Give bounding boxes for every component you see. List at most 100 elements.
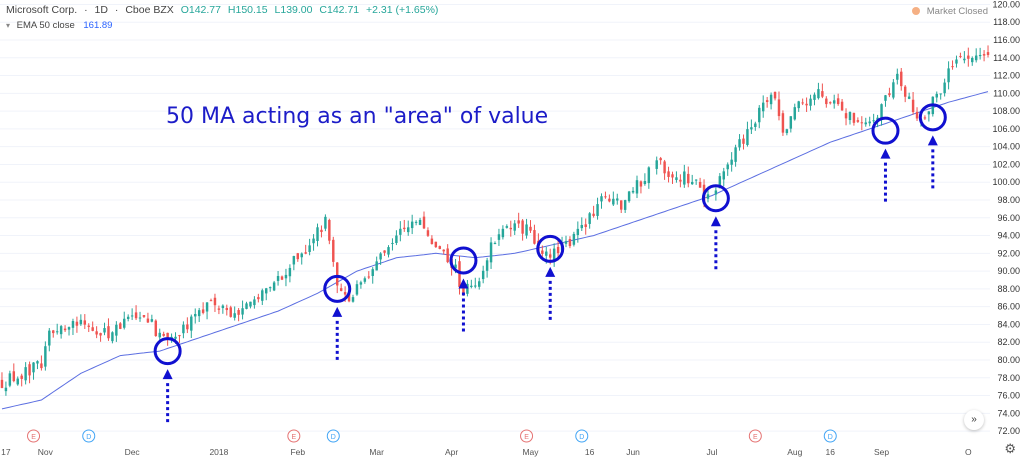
- x-axis[interactable]: 17 Nov Dec 2018 Feb Mar Apr May 16 Jun Jul Aug 16 Sep…: [1, 447, 972, 457]
- candle-body: [718, 176, 722, 189]
- candle-body: [750, 127, 753, 130]
- candle-body: [343, 292, 347, 295]
- y-tick-label: 94.00: [997, 231, 1020, 241]
- x-tick-label: Sep: [874, 447, 889, 457]
- candle: [947, 61, 950, 90]
- event-D-marker: [326, 429, 340, 443]
- candle: [418, 217, 422, 226]
- ema-50-line: [1, 91, 989, 410]
- candle-body: [840, 101, 844, 111]
- candle-body: [619, 200, 623, 210]
- candle-body: [959, 55, 962, 57]
- candle-body: [178, 335, 181, 337]
- candle: [201, 302, 205, 315]
- candle-body: [288, 267, 292, 277]
- candle: [197, 307, 201, 322]
- candle-body: [793, 107, 796, 120]
- candle: [95, 326, 98, 339]
- market-closed-dot-icon: [912, 7, 921, 15]
- candle: [616, 193, 619, 205]
- symbol-name[interactable]: Microsoft Corp.: [6, 4, 78, 16]
- candle: [225, 304, 229, 316]
- candle: [552, 243, 556, 267]
- candle-body: [474, 285, 477, 287]
- candle: [20, 373, 23, 387]
- candle: [474, 277, 477, 289]
- event-E-marker: [520, 429, 534, 443]
- candle-body: [608, 198, 611, 202]
- up-arrow-head: [545, 266, 556, 277]
- candle: [67, 326, 71, 336]
- candle-body: [986, 52, 990, 55]
- candle-body: [832, 100, 836, 104]
- candle-body: [734, 147, 737, 162]
- touch-circle: [536, 234, 565, 263]
- chevron-down-icon[interactable]: ▾: [6, 21, 11, 30]
- candle-body: [339, 288, 343, 291]
- candle-body: [36, 361, 39, 364]
- candle: [856, 117, 860, 123]
- candle: [915, 107, 919, 121]
- candle-body: [639, 181, 643, 187]
- interval[interactable]: 1D: [94, 4, 108, 16]
- candle-body: [679, 179, 682, 182]
- event-D-label: D: [331, 434, 336, 441]
- close-value: C142.71: [319, 4, 360, 16]
- candle: [36, 360, 39, 370]
- candle: [28, 361, 31, 384]
- candle-body: [485, 260, 489, 271]
- candle: [387, 245, 390, 258]
- candle: [257, 293, 260, 303]
- candle: [44, 341, 47, 371]
- candle-body: [517, 220, 520, 224]
- touch-circle: [918, 103, 947, 132]
- x-tick-label: Dec: [125, 447, 141, 457]
- candle-body: [237, 310, 240, 315]
- candle-body: [142, 315, 146, 317]
- indicator-legend[interactable]: ▾ EMA 50 close 161.89: [6, 20, 112, 31]
- candle: [746, 121, 749, 147]
- candle: [0, 372, 4, 389]
- candle: [773, 91, 777, 101]
- scroll-right-icon[interactable]: »: [964, 410, 984, 430]
- candle-body: [694, 179, 698, 181]
- candle-body: [87, 325, 90, 327]
- candle: [375, 256, 378, 271]
- candle: [982, 50, 986, 62]
- candle-body: [272, 282, 276, 291]
- candle-body: [525, 224, 528, 236]
- candle-body: [746, 129, 749, 146]
- candle: [687, 166, 690, 188]
- candle: [627, 190, 631, 203]
- x-tick-label: Mar: [369, 447, 384, 457]
- candle-body: [130, 315, 134, 317]
- y-tick-label: 106.00: [992, 124, 1020, 134]
- candle-body: [600, 196, 603, 202]
- candle: [178, 334, 181, 343]
- candle-body: [383, 250, 386, 253]
- candle-body: [186, 324, 189, 330]
- candle: [359, 280, 363, 289]
- candle-body: [44, 346, 47, 367]
- candle-body: [627, 191, 631, 202]
- candle-body: [754, 123, 757, 127]
- candle: [351, 294, 355, 303]
- candle: [738, 134, 741, 151]
- event-E-label: E: [292, 434, 297, 441]
- candle-body: [963, 58, 966, 61]
- candle: [284, 268, 288, 287]
- event-E-marker: [287, 429, 301, 443]
- y-tick-label: 84.00: [997, 319, 1020, 329]
- candle-body: [568, 239, 572, 247]
- candlestick-series[interactable]: [0, 45, 990, 396]
- candle-body: [414, 221, 418, 223]
- y-tick-label: 114.00: [993, 53, 1020, 63]
- event-D-marker: [823, 429, 837, 443]
- candle-body: [249, 301, 252, 307]
- candle: [126, 314, 130, 322]
- candle-body: [205, 302, 209, 312]
- settings-gear-icon[interactable]: ⚙: [1004, 441, 1016, 456]
- y-axis[interactable]: 120.00 118.00 116.00 114.00 112.00 110.00 108.…: [992, 0, 1020, 436]
